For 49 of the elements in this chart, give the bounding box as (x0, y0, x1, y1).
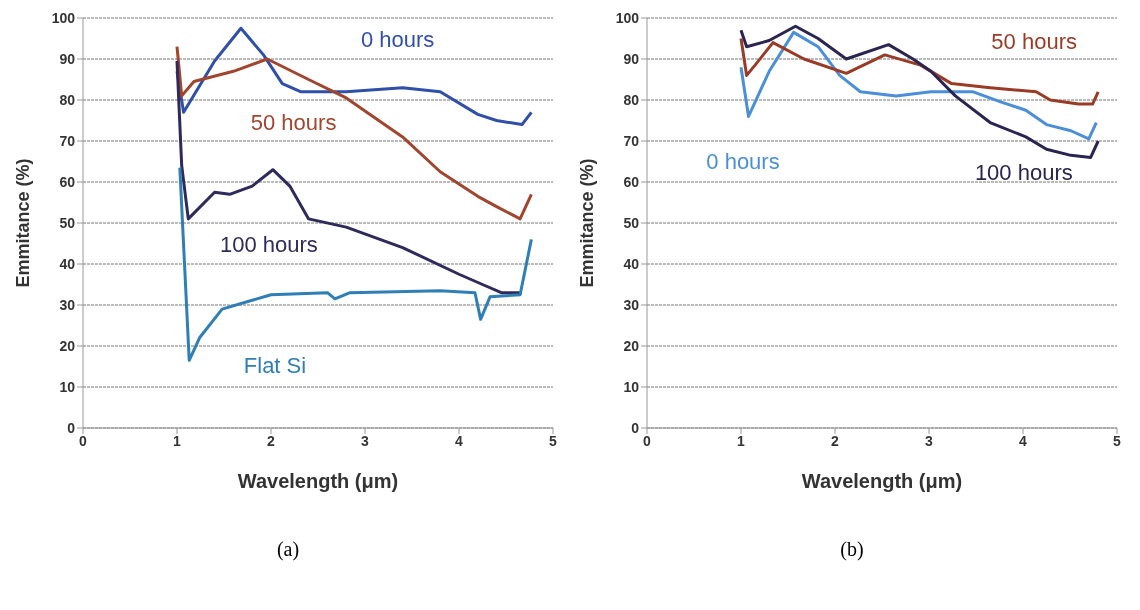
y-tick-label: 60 (59, 173, 76, 190)
y-tick-label: 100 (615, 9, 640, 26)
y-tick-label: 10 (623, 378, 640, 395)
y-tick-label: 20 (623, 337, 640, 354)
x-tick-label: 1 (737, 432, 746, 449)
y-tick-label: 80 (59, 91, 76, 108)
line-series (175, 45, 533, 221)
y-tick-label: 0 (67, 419, 76, 436)
y-tick-label: 70 (623, 132, 640, 149)
line-series (739, 30, 1098, 141)
y-tick-label: 100 (51, 9, 76, 26)
y-axis-title: Emmitance (%) (13, 158, 34, 288)
y-tick-label: 30 (59, 296, 76, 313)
x-tick-label: 0 (79, 432, 88, 449)
series-label: 50 hours (991, 28, 1077, 54)
x-axis-title: Wavelength (μm) (237, 470, 399, 492)
series-label: Flat Si (243, 352, 307, 378)
x-tick-label: 4 (1019, 432, 1028, 449)
series-label: 0 hours (360, 26, 435, 52)
x-tick-label: 5 (1113, 432, 1122, 449)
x-axis-title: Wavelength (μm) (801, 470, 963, 492)
y-tick-label: 40 (59, 255, 76, 272)
text: 0 hours (706, 149, 780, 175)
y-tick-label: 50 (59, 214, 76, 231)
y-tick-label: 90 (623, 50, 640, 67)
y-tick-label: 80 (623, 91, 640, 108)
series-label: 100 hours (974, 159, 1073, 185)
y-tick-label: 60 (623, 173, 640, 190)
y-axis-title: Emmitance (%) (577, 158, 598, 288)
x-tick-label: 1 (173, 432, 182, 449)
y-tick-label: 20 (59, 337, 76, 354)
y-tick-label: 30 (623, 296, 640, 313)
y-tick-label: 10 (59, 378, 76, 395)
x-tick-label: 3 (925, 432, 934, 449)
series-label: 50 hours (250, 110, 337, 136)
x-tick-label: 2 (831, 432, 840, 449)
series-label: 100 hours (219, 231, 318, 257)
y-tick-label: 40 (623, 255, 640, 272)
x-tick-label: 3 (361, 432, 370, 449)
x-tick-label: 4 (455, 432, 464, 449)
y-tick-label: 0 (631, 419, 640, 436)
text: (b) (840, 538, 864, 561)
y-tick-label: 50 (623, 214, 640, 231)
x-tick-label: 2 (267, 432, 276, 449)
y-tick-label: 70 (59, 132, 76, 149)
y-tick-label: 90 (59, 50, 76, 67)
x-tick-label: 5 (549, 432, 558, 449)
text: (a) (276, 538, 300, 561)
x-tick-label: 0 (643, 432, 652, 449)
